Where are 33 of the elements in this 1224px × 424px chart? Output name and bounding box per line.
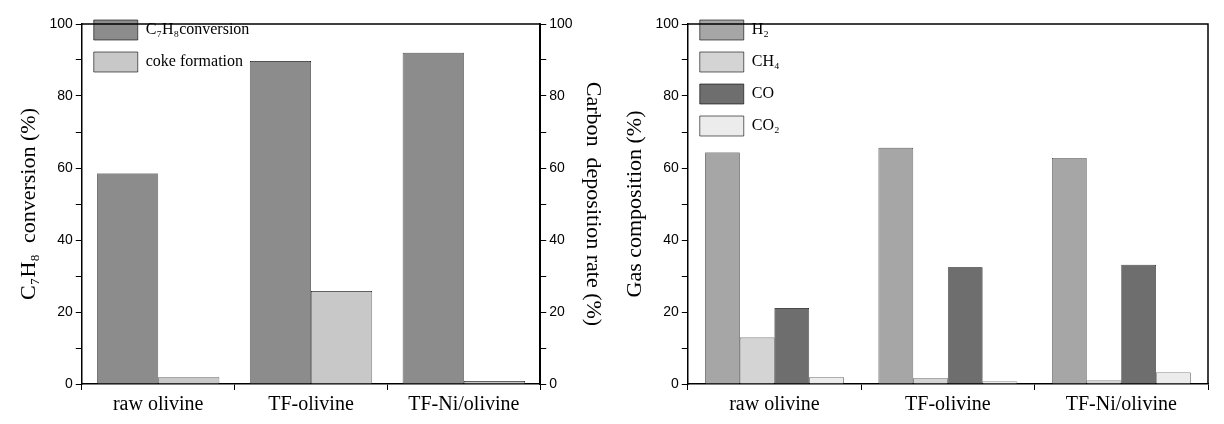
x-tick-label: raw olivine [112, 392, 204, 415]
legend-label: H₂ [751, 20, 769, 38]
y2-tick-label: 40 [549, 230, 566, 247]
x-tick-label: raw olivine [729, 392, 820, 415]
y-axis-title: Gas composition (%) [620, 110, 646, 298]
legend-label: coke formation [145, 52, 244, 70]
y-tick-label: 60 [663, 158, 679, 175]
y2-tick-label: 100 [549, 14, 573, 31]
x-tick-label: TF-olivine [268, 392, 354, 415]
legend-label: CO₂ [751, 116, 780, 134]
y-tick-label: 40 [57, 230, 73, 247]
y-tick-label: 0 [670, 374, 679, 391]
y2-tick-label: 80 [549, 86, 566, 103]
y-tick-label: 60 [57, 158, 73, 175]
y-tick-label: 40 [663, 230, 679, 247]
y-tick-label: 100 [655, 14, 679, 31]
legend-label: CH₄ [751, 52, 780, 70]
y-tick-label: 20 [57, 302, 73, 319]
legend-label: CO [751, 84, 774, 102]
y2-tick-label: 60 [549, 158, 566, 175]
y-tick-label: 80 [57, 86, 73, 103]
x-tick-label: TF-Ni/olivine [408, 392, 520, 415]
y-tick-label: 80 [663, 86, 679, 103]
y-tick-label: 20 [663, 302, 679, 319]
legend-label: C₇H₈conversion [145, 20, 250, 38]
y2-tick-label: 0 [549, 374, 558, 391]
y2-axis-title: Carbon deposition rate (%) [582, 81, 608, 327]
x-tick-label: TF-Ni/olivine [1065, 392, 1177, 415]
x-tick-label: TF-olivine [905, 392, 991, 415]
y-axis-title: C₇H₈ conversion (%) [14, 108, 40, 300]
y-tick-label: 0 [64, 374, 73, 391]
y-tick-label: 100 [49, 14, 73, 31]
y2-tick-label: 20 [549, 302, 566, 319]
